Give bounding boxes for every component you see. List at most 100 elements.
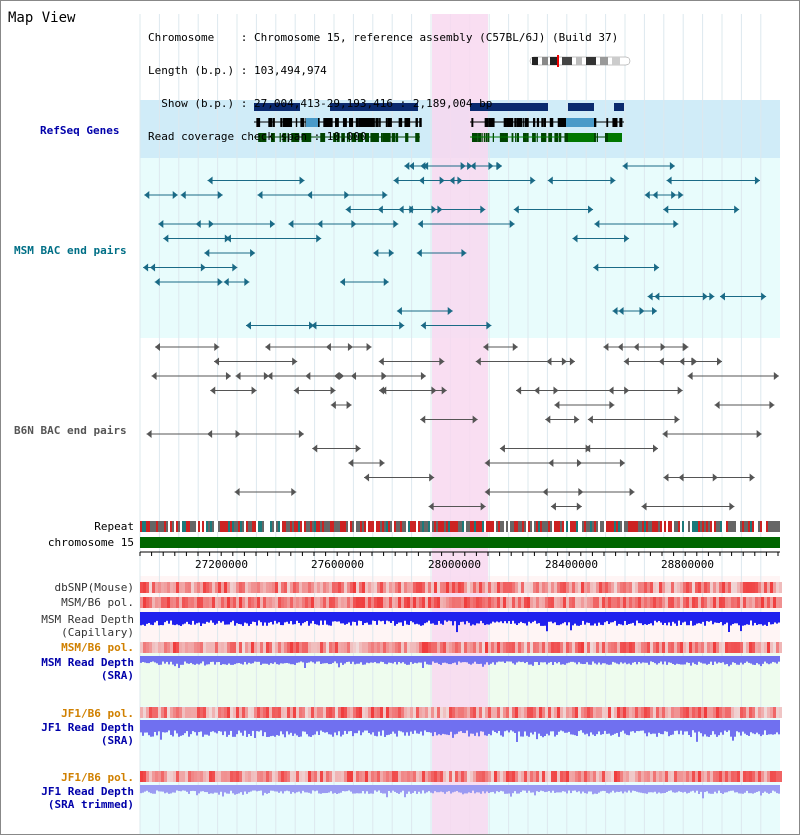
depth-bar bbox=[776, 720, 778, 733]
pol-heat-cell bbox=[473, 707, 476, 718]
repeat-mark bbox=[186, 521, 188, 532]
gene-exon bbox=[471, 118, 474, 127]
depth-bar bbox=[288, 785, 290, 792]
depth-bar bbox=[556, 656, 558, 664]
repeat-mark bbox=[328, 521, 330, 532]
pol-heat-cell bbox=[455, 582, 458, 593]
repeat-mark bbox=[384, 521, 386, 532]
depth-bar bbox=[218, 612, 220, 621]
pol-heat-cell bbox=[434, 642, 437, 653]
depth-bar bbox=[284, 612, 286, 623]
pol-heat-cell bbox=[452, 642, 455, 653]
b6n-bac-pair bbox=[381, 386, 387, 395]
pol-heat-cell bbox=[272, 582, 275, 593]
depth-bar bbox=[740, 720, 742, 736]
repeat-mark bbox=[254, 521, 256, 532]
depth-bar bbox=[300, 612, 302, 626]
depth-bar bbox=[178, 720, 180, 737]
pol-heat-cell bbox=[548, 597, 551, 608]
pol-heat-cell bbox=[755, 642, 758, 653]
repeat-mark bbox=[398, 521, 400, 532]
pol-heat-cell bbox=[575, 771, 578, 782]
repeat-mark bbox=[324, 521, 326, 532]
msm-bac-pair bbox=[244, 278, 250, 286]
depth-bar bbox=[548, 720, 550, 736]
depth-bar bbox=[182, 785, 184, 791]
pol-heat-cell bbox=[305, 771, 308, 782]
pol-heat-cell bbox=[644, 642, 647, 653]
pol-heat-cell bbox=[146, 642, 149, 653]
pol-heat-cell bbox=[671, 582, 674, 593]
pol-heat-cell bbox=[221, 597, 224, 608]
pol-heat-cell bbox=[341, 642, 344, 653]
repeat-mark bbox=[448, 521, 450, 532]
depth-bar bbox=[774, 785, 776, 792]
pol-heat-cell bbox=[710, 642, 713, 653]
depth-bar bbox=[702, 612, 704, 622]
depth-bar bbox=[658, 612, 660, 621]
repeat-mark bbox=[664, 521, 666, 532]
depth-bar bbox=[472, 612, 474, 625]
depth-bar bbox=[714, 612, 716, 623]
depth-bar bbox=[534, 785, 536, 796]
depth-bar bbox=[476, 612, 478, 624]
depth-bar bbox=[210, 656, 212, 662]
depth-bar bbox=[146, 612, 148, 624]
pol-heat-cell bbox=[581, 771, 584, 782]
pol-heat-cell bbox=[347, 771, 350, 782]
pol-heat-cell bbox=[650, 771, 653, 782]
depth-bar bbox=[526, 656, 528, 663]
depth-bar bbox=[376, 612, 378, 625]
pol-heat-cell bbox=[407, 707, 410, 718]
pol-heat-cell bbox=[320, 642, 323, 653]
depth-bar bbox=[348, 720, 350, 732]
depth-bar bbox=[300, 785, 302, 794]
depth-bar bbox=[268, 720, 270, 737]
repeat-mark bbox=[742, 521, 744, 532]
depth-bar bbox=[632, 720, 634, 732]
depth-bar bbox=[502, 720, 504, 737]
msm-bac-pair bbox=[610, 176, 616, 185]
depth-bar bbox=[420, 656, 422, 663]
b6n-bac-pair bbox=[265, 343, 271, 351]
b6n-bac-pair bbox=[499, 444, 505, 453]
track-label-jf1-trim-sub: (SRA trimmed) bbox=[47, 798, 134, 811]
pol-heat-cell bbox=[587, 771, 590, 782]
pol-heat-cell bbox=[440, 582, 443, 593]
b6n-bac-pair bbox=[366, 343, 372, 351]
pol-heat-cell bbox=[329, 597, 332, 608]
depth-bar bbox=[182, 720, 184, 736]
b6n-bac-pair bbox=[561, 357, 567, 366]
depth-bar bbox=[282, 720, 284, 735]
depth-bar bbox=[140, 720, 142, 733]
pol-heat-cell bbox=[416, 707, 419, 718]
depth-bar bbox=[636, 656, 638, 665]
repeat-mark bbox=[638, 521, 640, 532]
pol-heat-cell bbox=[659, 642, 662, 653]
depth-bar bbox=[336, 720, 338, 736]
pol-heat-cell bbox=[146, 771, 149, 782]
depth-bar bbox=[668, 656, 670, 663]
depth-bar bbox=[218, 785, 220, 795]
repeat-mark bbox=[602, 521, 604, 532]
msm-bac-pair bbox=[340, 278, 346, 286]
pol-heat-cell bbox=[434, 597, 437, 608]
depth-bar bbox=[496, 656, 498, 663]
pol-heat-cell bbox=[734, 642, 737, 653]
pol-heat-cell bbox=[392, 582, 395, 593]
depth-bar bbox=[202, 785, 204, 792]
pol-heat-cell bbox=[299, 771, 302, 782]
pol-heat-cell bbox=[419, 582, 422, 593]
msm-bac-pair bbox=[622, 162, 628, 170]
depth-bar bbox=[694, 785, 696, 793]
depth-bar bbox=[634, 720, 636, 733]
pol-heat-cell bbox=[203, 642, 206, 653]
depth-bar bbox=[296, 785, 298, 793]
pol-heat-cell bbox=[575, 597, 578, 608]
chromosome-ideogram[interactable] bbox=[528, 52, 632, 67]
depth-bar bbox=[692, 612, 694, 626]
pol-heat-cell bbox=[320, 597, 323, 608]
repeat-mark bbox=[712, 521, 714, 532]
pol-heat-cell bbox=[731, 707, 734, 718]
